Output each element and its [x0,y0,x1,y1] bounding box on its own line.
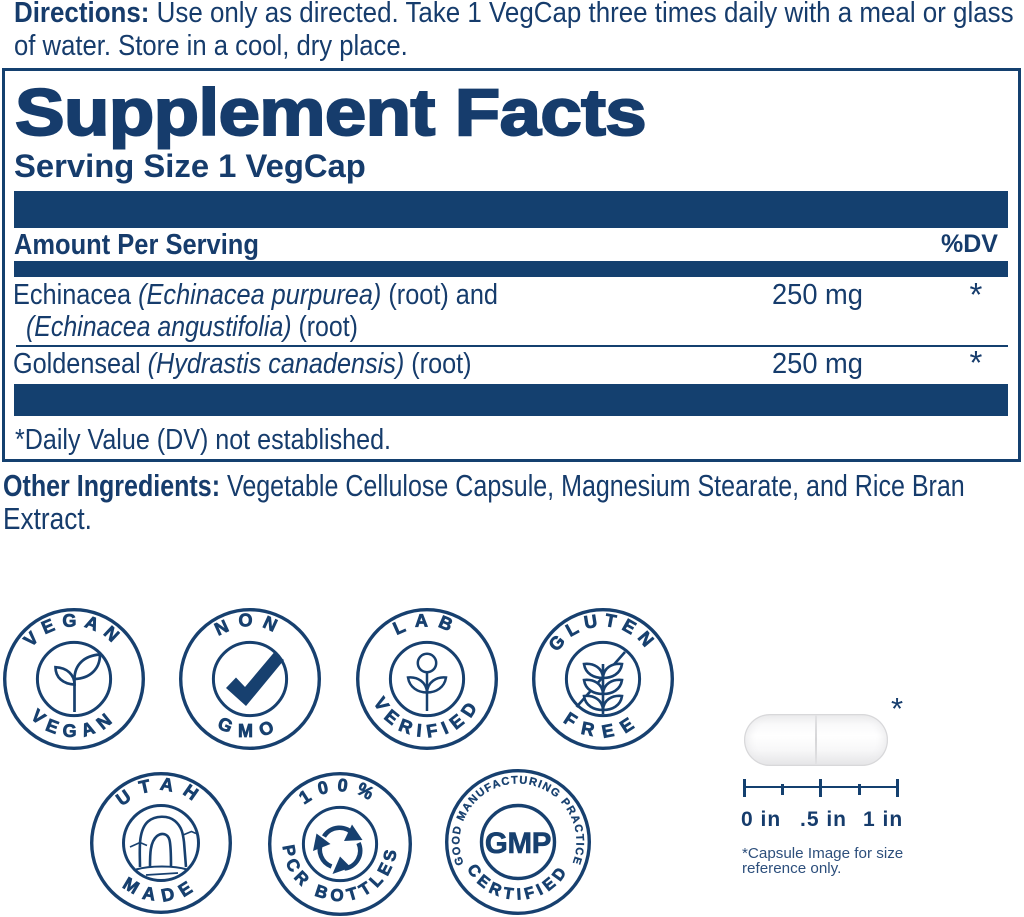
svg-text:VEGAN: VEGAN [20,610,128,650]
svg-text:CERTIFIED: CERTIFIED [463,861,572,904]
svg-text:MADE: MADE [119,873,202,906]
svg-text:GLUTEN: GLUTEN [545,610,662,655]
svg-text:GMO: GMO [215,713,285,741]
svg-text:GMP: GMP [485,827,551,860]
svg-text:PCR BOTTLES: PCR BOTTLES [279,843,402,905]
